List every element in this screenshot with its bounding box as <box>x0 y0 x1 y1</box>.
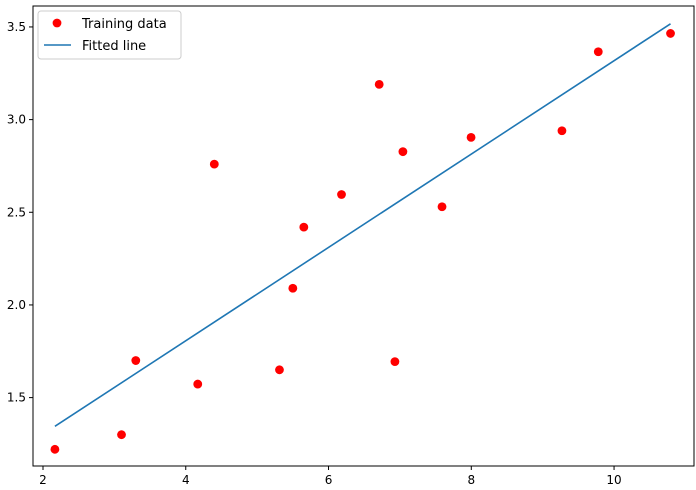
y-tick-label: 1.5 <box>7 391 26 405</box>
data-point <box>666 29 675 38</box>
x-tick-label: 6 <box>325 473 333 487</box>
data-point <box>398 147 408 157</box>
legend-label: Fitted line <box>82 39 146 54</box>
data-point <box>593 47 603 57</box>
x-tick-label: 8 <box>467 473 475 487</box>
legend: Training data Fitted line <box>37 10 182 60</box>
y-tick-label: 3.5 <box>7 20 26 34</box>
data-point <box>557 126 567 136</box>
legend-label: Training data <box>81 17 167 32</box>
data-point <box>193 379 203 389</box>
legend-marker-training-data <box>52 18 62 28</box>
axes: 2 4 6 8 10 1.5 2.0 2.5 3.0 3.5 <box>7 5 695 487</box>
y-tick-label: 2.5 <box>7 205 26 219</box>
data-point <box>131 356 141 365</box>
data-point <box>437 202 447 212</box>
y-tick-label: 2.0 <box>7 298 26 312</box>
data-point <box>337 190 346 199</box>
data-point <box>50 444 60 454</box>
data-point <box>275 365 284 375</box>
data-point <box>117 430 126 440</box>
x-tick-label: 10 <box>606 473 621 487</box>
data-point <box>299 222 309 232</box>
data-point <box>209 159 219 169</box>
fitted-line <box>54 23 671 428</box>
legend-box <box>37 10 182 60</box>
axes-frame <box>32 5 695 467</box>
data-point <box>288 283 298 293</box>
data-point <box>466 133 476 142</box>
plot-area <box>50 23 675 454</box>
x-tick-label: 4 <box>182 473 190 487</box>
data-point <box>390 357 400 367</box>
plot-content <box>50 23 675 454</box>
y-tick-label: 3.0 <box>7 113 26 127</box>
x-tick-label: 2 <box>39 473 47 487</box>
data-point <box>374 80 384 89</box>
